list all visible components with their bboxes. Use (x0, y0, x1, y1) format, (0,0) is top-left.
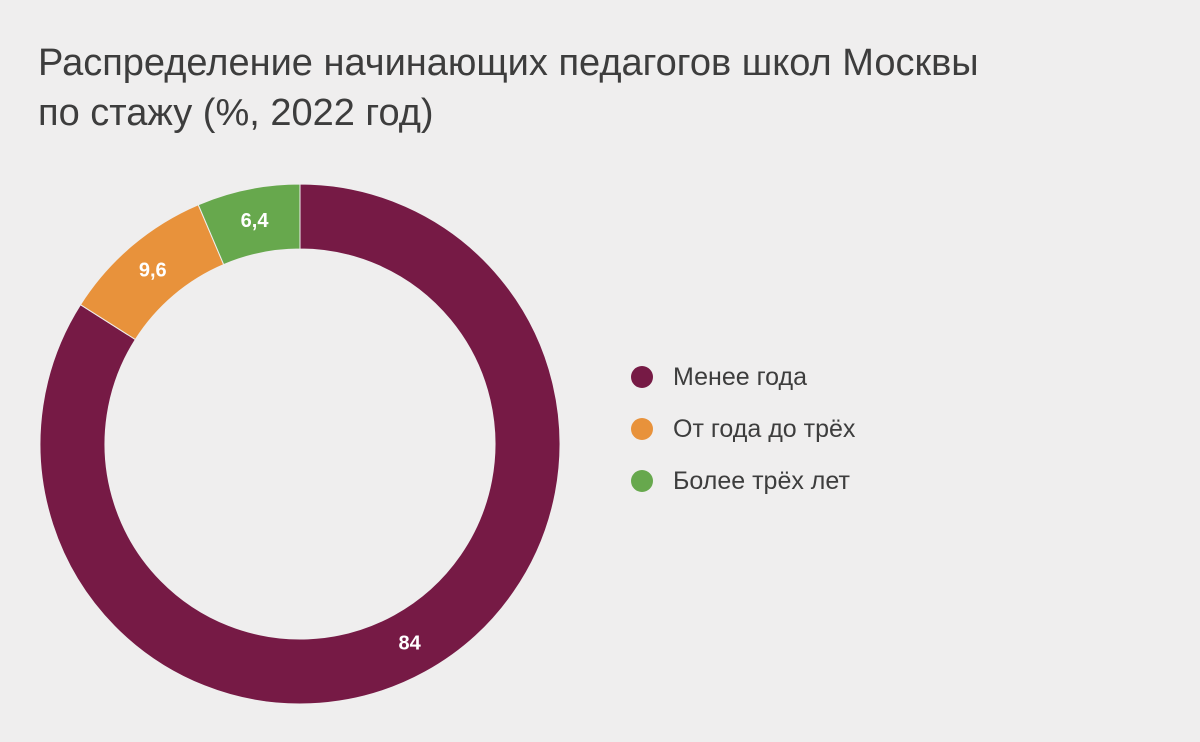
legend-marker-less-than-year (631, 366, 653, 388)
legend-item-less-than-year: Менее года (631, 360, 855, 394)
donut-slice-more-than-three-years (197, 183, 301, 266)
chart-title-line-1: Распределение начинающих педагогов школ … (38, 42, 979, 84)
slice-value-label-more-than-three-years: 6,4 (241, 210, 270, 232)
legend-label-one-to-three-years: От года до трёх (673, 414, 856, 443)
donut-slice-less-than-year (39, 183, 561, 705)
legend-marker-one-to-three-years (631, 418, 653, 440)
chart-title: Распределение начинающих педагогов школ … (38, 38, 1088, 138)
donut-slice-labels: 84 9,6 6,4 (139, 210, 422, 654)
legend-item-one-to-three-years: От года до трёх (631, 412, 855, 446)
legend: Менее года От года до трёх Более трёх ле… (631, 360, 855, 516)
legend-item-more-than-three-years: Более трёх лет (631, 464, 855, 498)
donut-slices (39, 183, 561, 705)
legend-label-less-than-year: Менее года (673, 362, 807, 391)
slice-value-label-one-to-three-years: 9,6 (139, 260, 167, 282)
legend-marker-more-than-three-years (631, 470, 653, 492)
legend-label-more-than-three-years: Более трёх лет (673, 466, 850, 495)
slice-value-label-less-than-year: 84 (398, 632, 421, 654)
chart-title-line-2: по стажу (%, 2022 год) (38, 92, 434, 134)
